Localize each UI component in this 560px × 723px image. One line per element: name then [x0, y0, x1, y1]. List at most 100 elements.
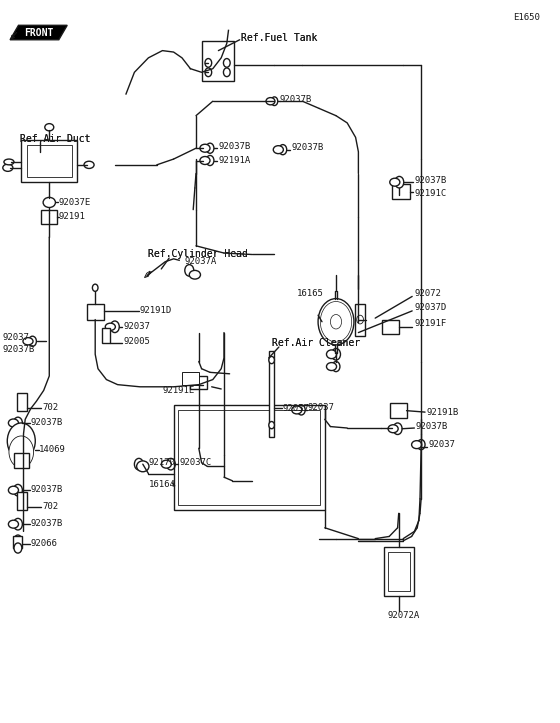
Text: 16165: 16165 — [297, 289, 324, 298]
Circle shape — [13, 484, 22, 496]
Text: 92037B: 92037B — [3, 346, 35, 354]
Ellipse shape — [200, 144, 210, 152]
Ellipse shape — [4, 159, 14, 165]
Text: Ref.Cylinder Head: Ref.Cylinder Head — [148, 249, 248, 259]
Bar — [202, 41, 234, 81]
Ellipse shape — [105, 323, 115, 330]
Text: 92066: 92066 — [31, 539, 58, 548]
Polygon shape — [10, 25, 67, 40]
Circle shape — [110, 321, 119, 333]
Bar — [355, 304, 365, 336]
Circle shape — [13, 417, 22, 429]
Text: Ref.Air Cleaner: Ref.Air Cleaner — [272, 338, 360, 348]
Ellipse shape — [3, 164, 13, 171]
Text: 92170: 92170 — [148, 458, 175, 467]
Circle shape — [297, 405, 305, 415]
Bar — [382, 320, 399, 334]
Circle shape — [271, 97, 278, 106]
Circle shape — [269, 356, 274, 364]
Ellipse shape — [8, 486, 18, 495]
Circle shape — [185, 265, 194, 276]
Bar — [182, 372, 199, 385]
Circle shape — [205, 59, 212, 67]
Text: 92191D: 92191D — [140, 307, 172, 315]
Bar — [17, 393, 27, 411]
Text: 92037B: 92037B — [31, 418, 63, 427]
Text: 92005: 92005 — [123, 337, 150, 346]
Text: 92037: 92037 — [308, 403, 335, 412]
Bar — [190, 376, 207, 389]
Circle shape — [9, 436, 34, 468]
Text: 92191B: 92191B — [427, 408, 459, 416]
Circle shape — [417, 440, 425, 450]
Circle shape — [206, 143, 214, 153]
Bar — [178, 410, 320, 505]
Bar — [388, 552, 410, 591]
Bar — [392, 184, 410, 199]
Text: 92037B: 92037B — [291, 143, 324, 152]
Bar — [27, 145, 72, 177]
Circle shape — [29, 336, 36, 346]
Text: Ref.Air Duct: Ref.Air Duct — [20, 134, 90, 144]
Text: 92191F: 92191F — [414, 320, 447, 328]
Ellipse shape — [161, 461, 171, 469]
Text: Ref.Fuel Tank: Ref.Fuel Tank — [241, 33, 317, 43]
Ellipse shape — [200, 156, 210, 164]
Text: 92191: 92191 — [59, 213, 86, 221]
Bar — [41, 210, 57, 224]
Text: Ref.Air Cleaner: Ref.Air Cleaner — [272, 338, 360, 348]
Text: 702: 702 — [42, 403, 58, 412]
Ellipse shape — [412, 440, 422, 448]
Text: 92037B: 92037B — [31, 519, 63, 528]
Ellipse shape — [292, 406, 302, 414]
Circle shape — [92, 284, 98, 291]
Bar — [13, 536, 22, 548]
Circle shape — [206, 155, 214, 166]
Text: 92037D: 92037D — [414, 304, 447, 312]
Text: 92037: 92037 — [123, 322, 150, 331]
Text: 92191E: 92191E — [162, 386, 195, 395]
Ellipse shape — [84, 161, 94, 168]
Ellipse shape — [189, 270, 200, 279]
Bar — [384, 547, 414, 596]
Text: 702: 702 — [42, 502, 58, 510]
Ellipse shape — [8, 419, 18, 427]
Circle shape — [14, 543, 22, 553]
Text: 14069: 14069 — [39, 445, 66, 454]
Circle shape — [7, 423, 35, 459]
Bar — [174, 405, 325, 510]
Text: Ref.Cylinder Head: Ref.Cylinder Head — [148, 249, 248, 259]
Bar — [87, 304, 104, 320]
Text: 92037B: 92037B — [31, 485, 63, 494]
Text: 16164: 16164 — [148, 480, 175, 489]
Text: FRONT: FRONT — [24, 27, 53, 38]
Text: E1650: E1650 — [514, 13, 540, 22]
Circle shape — [223, 68, 230, 77]
Ellipse shape — [137, 461, 149, 472]
Ellipse shape — [326, 362, 337, 370]
Ellipse shape — [23, 338, 33, 345]
Circle shape — [330, 315, 342, 329]
Text: Ref.Air Duct: Ref.Air Duct — [20, 134, 90, 144]
Circle shape — [332, 362, 340, 372]
Text: 92037B: 92037B — [414, 176, 447, 185]
Polygon shape — [144, 271, 150, 278]
Ellipse shape — [8, 521, 18, 528]
Text: 92191A: 92191A — [218, 156, 251, 165]
Text: 92072: 92072 — [414, 289, 441, 298]
Circle shape — [134, 458, 143, 470]
Bar — [14, 453, 29, 468]
Text: 92037A: 92037A — [185, 257, 217, 266]
Circle shape — [166, 458, 175, 470]
Ellipse shape — [43, 197, 55, 208]
Text: 92191C: 92191C — [414, 189, 447, 197]
Ellipse shape — [273, 145, 283, 153]
Circle shape — [223, 59, 230, 67]
Bar — [390, 403, 407, 418]
Text: 92037C: 92037C — [179, 458, 212, 467]
Text: Ref.Fuel Tank: Ref.Fuel Tank — [241, 33, 317, 43]
Bar — [269, 351, 274, 437]
Text: 92037: 92037 — [3, 333, 30, 342]
Bar — [17, 492, 27, 510]
Circle shape — [332, 348, 340, 360]
